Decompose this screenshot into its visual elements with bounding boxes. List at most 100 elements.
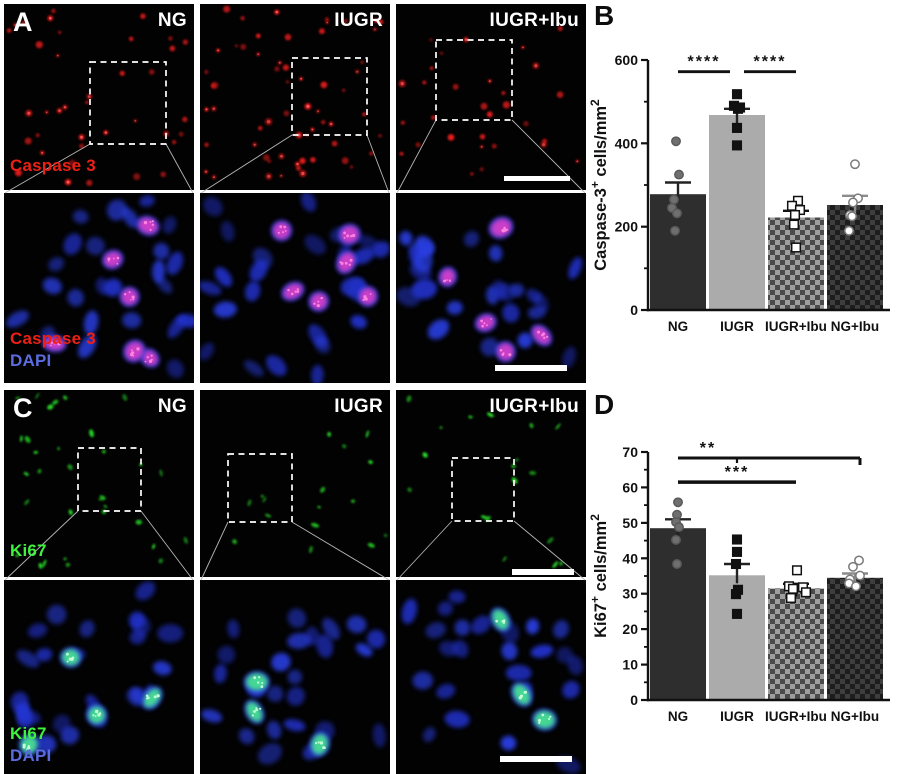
overview-image <box>4 4 194 190</box>
data-point <box>785 592 797 604</box>
microscopy-image-a-ng <box>4 4 194 383</box>
overview-image <box>200 390 390 577</box>
data-point <box>731 534 743 545</box>
condition-label: IUGR+Ibu <box>489 10 579 31</box>
panel-a-letter: A <box>13 7 33 37</box>
y-tick-label: 400 <box>615 135 639 151</box>
panel-d-chart: D ** *** 0 10 20 30 40 50 60 70 NG IUGR IUGR+Ibu NG+I… <box>588 389 900 774</box>
fluorescent-signal-dots <box>398 25 579 176</box>
caspase3-overview-label: Caspase 3 <box>10 156 96 175</box>
data-point <box>732 103 744 114</box>
zoom-connector-left <box>396 520 453 581</box>
caspase3-inset-label: Caspase 3 <box>10 329 96 348</box>
data-point <box>850 159 860 170</box>
scale-bar <box>495 365 567 371</box>
fluorescent-signal-dots <box>15 392 188 569</box>
panel-a-column-iugr: IUGR <box>200 4 390 383</box>
nuclei <box>401 590 583 774</box>
bar <box>768 217 824 310</box>
microscopy-image-c-ng <box>4 390 194 774</box>
data-point <box>800 587 812 598</box>
fluorescent-signal-dots <box>204 5 384 180</box>
data-point <box>669 194 679 205</box>
significance-stars: **** <box>688 54 721 71</box>
x-category-label: NG+Ibu <box>831 319 879 334</box>
zoom-connector-right <box>140 510 194 581</box>
zoom-connector-left <box>4 143 91 194</box>
y-axis-title: Ki67+ cells/mm2 <box>590 514 610 638</box>
bars <box>650 528 883 700</box>
condition-label: IUGR+Ibu <box>489 396 579 417</box>
significance: **** **** <box>678 54 796 74</box>
nuclei <box>200 193 390 383</box>
data-point <box>731 89 743 100</box>
y-tick-label: 40 <box>622 550 638 566</box>
x-category-label: IUGR+Ibu <box>765 709 827 724</box>
data-point <box>854 555 864 566</box>
ki67-inset-label: Ki67 <box>10 724 47 743</box>
panel-b-letter: B <box>594 0 615 31</box>
significance: ***** <box>678 440 862 484</box>
y-axis-title: Caspase-3+ cells/mm2 <box>590 99 610 271</box>
panel-b-chart: B **** **** 0 200 400 600 NG IUGR IUGR+Ibu NG+Ibu… <box>588 0 900 385</box>
microscopy-image-c-iugr <box>200 390 390 774</box>
zoom-connector-right <box>165 143 194 194</box>
y-tick-label: 50 <box>622 515 638 531</box>
x-category-label: IUGR <box>720 319 754 334</box>
nuclei <box>10 581 184 756</box>
panel-c-column-iugr: IUGR <box>200 390 390 774</box>
y-tick-label: 600 <box>615 52 639 68</box>
x-category-label: IUGR <box>720 709 754 724</box>
zoom-connector-left <box>4 510 79 581</box>
data-point <box>790 242 802 253</box>
fluorescent-signal-dots <box>6 8 189 186</box>
condition-label: IUGR <box>334 10 383 31</box>
x-category-label: NG+Ibu <box>831 709 879 724</box>
data-point <box>844 225 854 236</box>
condition-label: IUGR <box>334 396 383 417</box>
dapi-inset-label: DAPI <box>10 746 52 765</box>
data-point <box>730 589 742 600</box>
data-point <box>851 581 861 592</box>
condition-label: NG <box>157 10 187 31</box>
y-tick-label: 30 <box>622 586 638 602</box>
panel-d-letter: D <box>594 389 615 420</box>
scale-bar <box>512 569 574 575</box>
y-tick-label: 0 <box>630 692 638 708</box>
x-category-label: NG <box>668 709 688 724</box>
x-category-label: IUGR+Ibu <box>765 319 827 334</box>
data-point <box>791 565 803 576</box>
zoom-connector-left <box>200 134 293 194</box>
data-point <box>670 225 680 236</box>
panel-a-column-ng: A NG Caspase 3 Caspase 3 DAPI <box>4 4 194 383</box>
microscopy-image-c-iugr-ibu <box>396 390 586 774</box>
microscopy-image-a-iugr-ibu <box>396 4 586 383</box>
roi-box <box>77 447 142 512</box>
significance-stars: ** <box>700 440 716 457</box>
data-point <box>855 570 865 581</box>
y-tick-label: 60 <box>622 479 638 495</box>
data-point <box>847 211 857 222</box>
axes: 0 200 400 600 NG IUGR IUGR+Ibu NG+Ibu Caspase-3+… <box>588 52 890 334</box>
ki67-overview-label: Ki67 <box>10 541 47 560</box>
axes: 0 10 20 30 40 50 60 70 NG IUGR IUGR+Ibu NG+Ibu Ki67+… <box>588 444 890 724</box>
bar <box>650 528 706 700</box>
zoom-connector-left <box>200 521 229 581</box>
data-point <box>671 534 681 545</box>
data-point <box>789 209 801 221</box>
data-points <box>667 89 863 253</box>
caspase3-bar-chart: **** **** 0 200 400 600 NG IUGR IUGR+Ibu NG+Ibu Ca… <box>588 52 890 334</box>
significance-stars: *** <box>725 464 750 481</box>
significance-stars: **** <box>754 54 787 71</box>
panel-c-letter: C <box>13 393 33 423</box>
panel-a-column-iugr-ibu: IUGR+Ibu <box>396 4 586 383</box>
fluorescent-signal-dots <box>232 430 388 554</box>
data-point <box>674 522 684 533</box>
zoom-connector-left <box>396 119 437 194</box>
overview-image <box>200 4 390 190</box>
data-point <box>672 208 682 219</box>
roi-box <box>227 453 293 523</box>
y-tick-label: 20 <box>622 621 638 637</box>
y-tick-label: 10 <box>622 657 638 673</box>
